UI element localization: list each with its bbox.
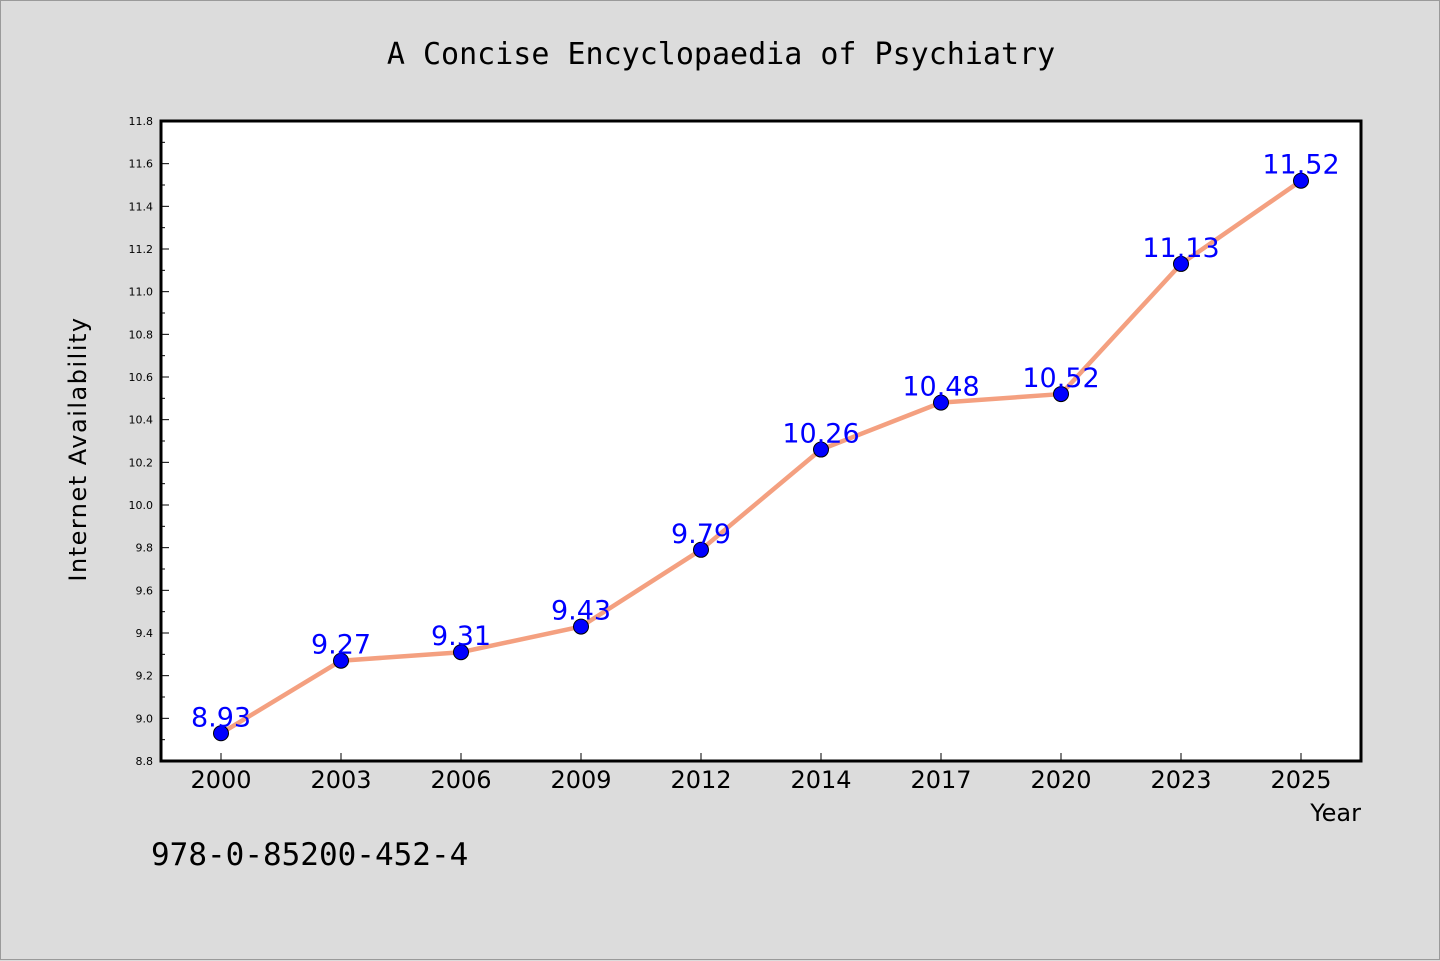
y-tick-label: 10.4 <box>129 414 154 427</box>
series-line-group <box>218 178 1304 736</box>
x-tick-label: 2012 <box>670 766 731 794</box>
y-tick-label: 11.4 <box>129 200 154 213</box>
x-tick-label: 2025 <box>1270 766 1331 794</box>
data-point <box>1293 172 1309 189</box>
y-tick-label: 9.4 <box>136 627 154 640</box>
data-label: 9.27 <box>311 630 371 661</box>
data-label: 9.79 <box>671 519 731 550</box>
y-tick-label: 10.0 <box>129 499 154 512</box>
x-tick-label: 2003 <box>310 766 371 794</box>
data-label: 8.93 <box>191 702 251 733</box>
y-tick-label: 11.6 <box>129 158 154 171</box>
x-tick-label: 2023 <box>1150 766 1211 794</box>
x-tick-label: 2006 <box>430 766 491 794</box>
data-point <box>813 441 829 458</box>
x-tick-label: 2000 <box>190 766 251 794</box>
y-tick-label: 11.8 <box>129 115 154 128</box>
y-tick-label: 10.8 <box>129 328 154 341</box>
data-point <box>453 644 469 661</box>
isbn-text: 978-0-85200-452-4 <box>151 837 468 873</box>
x-axis-label: Year <box>1309 799 1361 827</box>
data-point <box>213 725 229 742</box>
y-tick-label: 10.6 <box>129 371 154 384</box>
y-tick-label: 9.8 <box>136 542 154 555</box>
y-tick-label: 10.2 <box>129 456 154 469</box>
x-tick-label: 2014 <box>790 766 851 794</box>
data-markers <box>213 172 1309 742</box>
y-tick-label: 11.0 <box>129 286 154 299</box>
series-line <box>218 178 1304 736</box>
y-tick-label: 8.8 <box>136 755 154 768</box>
x-tick-label: 2020 <box>1030 766 1091 794</box>
data-label: 11.52 <box>1262 150 1339 181</box>
data-point <box>333 652 349 669</box>
x-axis-ticks: 2000 2003 2006 2009 2012 2014 2017 2020 2023 2025 <box>190 753 1332 794</box>
data-point <box>693 541 709 558</box>
data-label: 9.43 <box>551 596 611 627</box>
y-axis-ticks: 8.8 9.0 9.2 9.4 9.6 9.8 10.0 10.2 10.4 10.6 10.8 11… <box>129 115 169 768</box>
data-point <box>1053 386 1069 403</box>
data-point <box>573 618 589 635</box>
plot-area <box>159 119 1363 763</box>
y-tick-label: 9.2 <box>136 670 154 683</box>
data-label: 10.52 <box>1022 363 1099 394</box>
y-axis-label: Internet Availability <box>64 316 92 581</box>
data-label: 10.48 <box>902 372 979 403</box>
data-point <box>933 394 949 411</box>
y-tick-label: 9.6 <box>136 584 154 597</box>
data-label: 11.13 <box>1142 233 1219 264</box>
x-tick-label: 2017 <box>910 766 971 794</box>
chart-title: A Concise Encyclopaedia of Psychiatry <box>387 37 1055 72</box>
y-tick-label: 11.2 <box>129 243 154 256</box>
data-point <box>1173 255 1189 272</box>
y-tick-label: 9.0 <box>136 712 154 725</box>
data-label: 10.26 <box>782 419 859 450</box>
data-label: 9.31 <box>431 621 491 652</box>
data-labels: 8.93 9.27 9.31 9.43 9.79 10.26 10.48 10.52 11.13… <box>191 150 1340 734</box>
x-tick-label: 2009 <box>550 766 611 794</box>
